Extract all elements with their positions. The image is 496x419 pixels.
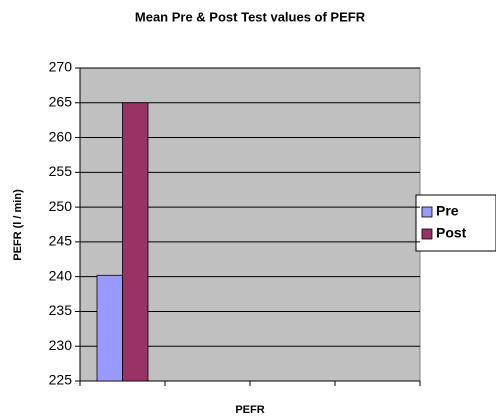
bar (122, 102, 149, 382)
chart-title: Mean Pre & Post Test values of PEFR (135, 9, 366, 24)
y-tick-label: 235 (49, 302, 73, 318)
y-tick-label: 270 (49, 59, 73, 75)
y-tick-label: 265 (49, 93, 73, 109)
y-tick-label: 240 (49, 267, 73, 283)
y-tick-label: 225 (49, 372, 73, 388)
legend-label: Post (436, 225, 467, 241)
legend-label: Pre (436, 203, 459, 219)
legend-swatch (421, 206, 433, 218)
legend-box (415, 194, 496, 252)
y-tick-label: 255 (49, 163, 73, 179)
y-tick-label: 230 (49, 337, 73, 353)
y-tick-label: 260 (49, 128, 73, 144)
y-axis-label: PEFR (l / min) (12, 189, 24, 261)
y-tick-label: 250 (49, 198, 73, 214)
legend-swatch (421, 228, 433, 240)
bar (96, 274, 123, 382)
x-axis-label: PEFR (235, 404, 264, 416)
y-tick-label: 245 (49, 233, 73, 249)
